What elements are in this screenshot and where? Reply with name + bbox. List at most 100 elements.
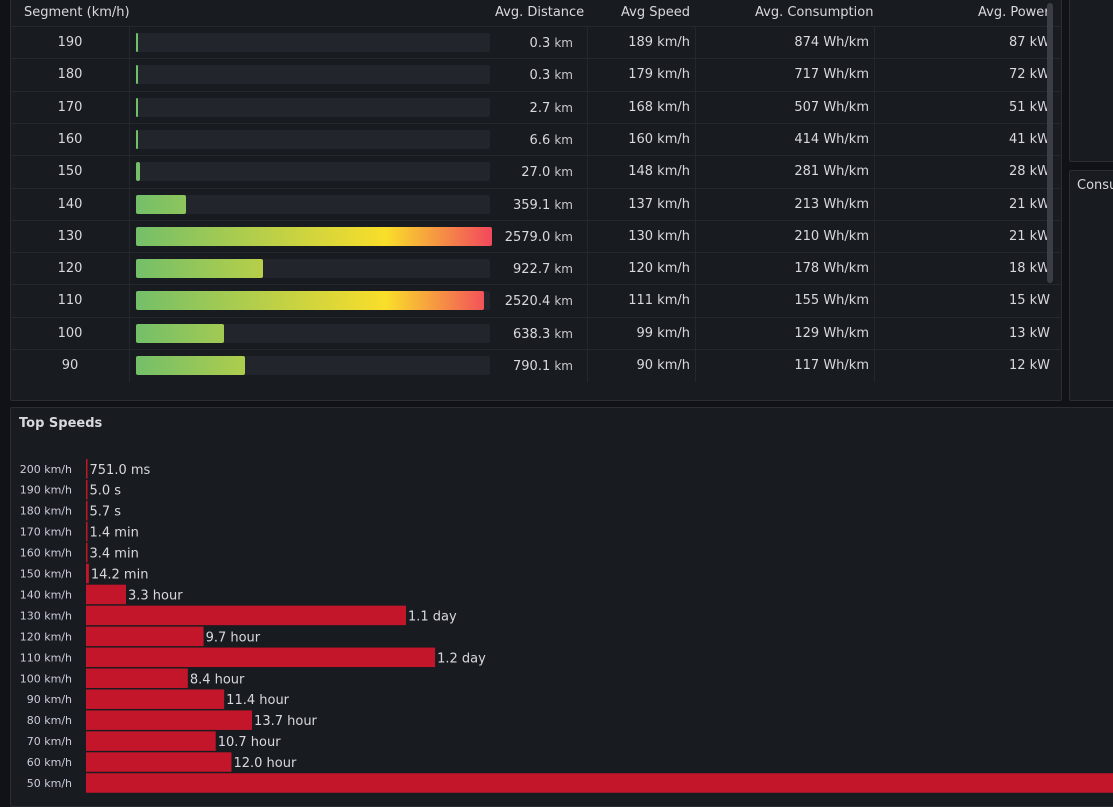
- column-divider: [587, 188, 588, 221]
- data-label: 12.0 hour: [233, 756, 297, 771]
- table-row[interactable]: 90 790.1 km 90 km/h 117 Wh/km 12 kW: [11, 349, 1061, 382]
- col-header-distance[interactable]: Avg. Distance: [495, 5, 585, 20]
- table-row[interactable]: 160 6.6 km 160 km/h 414 Wh/km 41 kW: [11, 122, 1061, 156]
- table-row[interactable]: 190 0.3 km 189 km/h 874 Wh/km 87 kW: [11, 26, 1061, 59]
- speed-cell: 160 km/h: [628, 131, 690, 147]
- table-row[interactable]: 150 27.0 km 148 km/h 281 Wh/km 28 kW: [11, 155, 1061, 189]
- distance-gauge-bar: [136, 194, 186, 214]
- speed-cell: 99 km/h: [636, 325, 691, 341]
- power-cell: 21 kW: [1008, 228, 1050, 244]
- column-divider: [129, 317, 130, 350]
- column-divider: [874, 350, 875, 382]
- speed-cell: 90 km/h: [636, 358, 691, 373]
- column-divider: [695, 220, 696, 253]
- distance-gauge-bar: [136, 97, 138, 117]
- table-row[interactable]: 130 2579.0 km 130 km/h 210 Wh/km 21 kW: [11, 219, 1061, 253]
- power-cell: 12 kW: [1008, 358, 1050, 373]
- distance-gauge-bar: [136, 129, 138, 149]
- column-divider: [695, 188, 696, 221]
- distance-unit: km: [554, 36, 573, 50]
- segment-table-panel: Segment (km/h) Avg. Distance Avg Speed A…: [10, 0, 1062, 401]
- col-header-consumption[interactable]: Avg. Consumption: [755, 5, 874, 20]
- column-divider: [874, 285, 875, 318]
- speed-cell: 130 km/h: [628, 228, 690, 244]
- consumption-cell: 507 Wh/km: [794, 99, 869, 115]
- consumption-cell: 117 Wh/km: [794, 358, 869, 373]
- column-divider: [695, 59, 696, 92]
- col-header-power[interactable]: Avg. Power: [978, 5, 1050, 20]
- data-label: 11.4 hour: [226, 693, 290, 708]
- table-row[interactable]: 170 2.7 km 168 km/h 507 Wh/km 51 kW: [11, 90, 1061, 124]
- consumption-cell: 874 Wh/km: [794, 35, 869, 50]
- consumption-cell: 414 Wh/km: [794, 131, 869, 147]
- distance-gauge-track: [136, 33, 490, 52]
- table-row[interactable]: 100 638.3 km 99 km/h 129 Wh/km 13 kW: [11, 316, 1061, 350]
- col-header-segment[interactable]: Segment (km/h): [24, 5, 130, 20]
- distance-unit: km: [554, 326, 573, 341]
- column-divider: [129, 220, 130, 253]
- distance-gauge-track: [136, 194, 490, 214]
- column-divider: [874, 317, 875, 350]
- data-label: 9.7 hour: [206, 630, 261, 645]
- table-row[interactable]: 180 0.3 km 179 km/h 717 Wh/km 72 kW: [11, 58, 1061, 92]
- bar[interactable]: [86, 479, 88, 500]
- bar[interactable]: [86, 500, 88, 521]
- consumption-cell: 178 Wh/km: [794, 261, 869, 277]
- bar[interactable]: [86, 584, 126, 605]
- speed-cell: 189 km/h: [628, 35, 690, 50]
- speed-cell: 179 km/h: [628, 67, 690, 83]
- table-row[interactable]: 110 2520.4 km 111 km/h 155 Wh/km 15 kW: [11, 284, 1061, 318]
- col-header-speed[interactable]: Avg Speed: [621, 5, 690, 20]
- consumption-cell: 213 Wh/km: [794, 196, 869, 212]
- bar[interactable]: [86, 668, 188, 689]
- segment-cell: 190: [57, 35, 83, 50]
- column-divider: [587, 317, 588, 350]
- bar[interactable]: [86, 605, 406, 626]
- power-cell: 72 kW: [1008, 67, 1050, 83]
- column-divider: [587, 253, 588, 286]
- distance-gauge-track: [136, 323, 490, 343]
- column-divider: [695, 350, 696, 382]
- bar[interactable]: [86, 773, 1113, 793]
- y-tick-label: 180 km/h: [20, 505, 72, 518]
- bar[interactable]: [86, 689, 225, 709]
- column-divider: [695, 27, 696, 59]
- y-tick-label: 80 km/h: [27, 714, 72, 727]
- consumption-cell: 155 Wh/km: [794, 293, 869, 309]
- bar[interactable]: [86, 710, 253, 730]
- column-divider: [695, 156, 696, 189]
- y-tick-label: 70 km/h: [27, 735, 72, 748]
- bar[interactable]: [86, 521, 88, 542]
- column-divider: [587, 27, 588, 59]
- y-tick-label: 120 km/h: [20, 630, 72, 643]
- data-label: 3.3 hour: [128, 588, 183, 603]
- distance-unit: km: [554, 229, 573, 244]
- column-divider: [874, 156, 875, 189]
- distance-unit: km: [554, 132, 573, 147]
- bar[interactable]: [86, 542, 88, 563]
- segment-cell: 150: [57, 164, 83, 180]
- table-scrollbar[interactable]: [1047, 3, 1053, 283]
- data-label: 13.7 hour: [254, 714, 318, 729]
- y-tick-label: 140 km/h: [20, 588, 72, 601]
- bar[interactable]: [86, 752, 232, 772]
- distance-cell: 0.3 km: [529, 68, 573, 84]
- y-tick-label: 100 km/h: [20, 672, 72, 685]
- segment-cell: 110: [57, 293, 83, 309]
- bar[interactable]: [86, 459, 88, 479]
- side-panel-consumption: Consu: [1069, 170, 1113, 401]
- column-divider: [874, 253, 875, 286]
- data-label: 5.7 s: [90, 505, 122, 520]
- bar[interactable]: [86, 647, 436, 668]
- bar[interactable]: [86, 626, 204, 647]
- table-row[interactable]: 120 922.7 km 120 km/h 178 Wh/km 18 kW: [11, 252, 1061, 286]
- table-row[interactable]: 140 359.1 km 137 km/h 213 Wh/km 21 kW: [11, 187, 1061, 221]
- power-cell: 51 kW: [1008, 99, 1050, 115]
- distance-cell: 27.0 km: [521, 165, 573, 181]
- bar[interactable]: [86, 731, 216, 751]
- side-panel-top: [1069, 0, 1113, 162]
- bar[interactable]: [86, 563, 89, 584]
- speed-cell: 148 km/h: [628, 164, 690, 180]
- distance-gauge-bar: [136, 291, 484, 311]
- distance-cell: 2579.0 km: [504, 229, 573, 245]
